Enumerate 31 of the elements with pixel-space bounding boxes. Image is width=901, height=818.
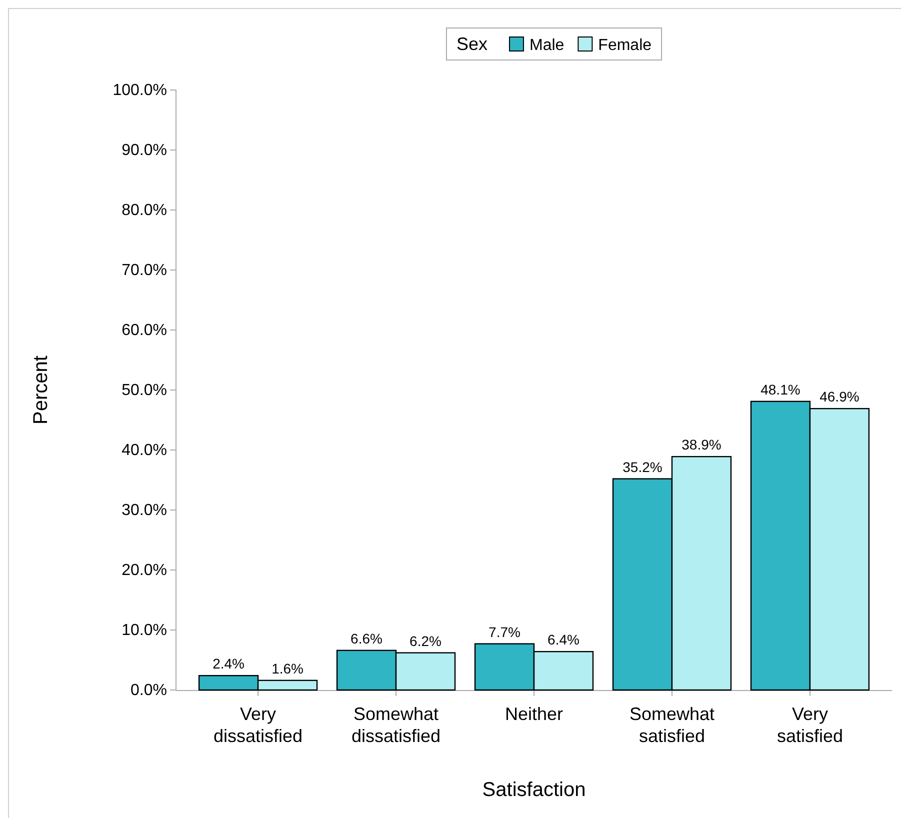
- legend-title: Sex: [456, 34, 488, 54]
- data-label: 6.2%: [410, 632, 442, 649]
- y-tick-label: 90.0%: [122, 142, 167, 160]
- data-label: 2.4%: [212, 656, 244, 672]
- data-label: 1.6%: [272, 660, 304, 676]
- x-axis-title: Satisfaction: [482, 779, 586, 801]
- y-tick-label: 50.0%: [122, 382, 167, 400]
- data-label: 6.4%: [548, 632, 580, 648]
- x-tick-label: Somewhat satisfied: [629, 704, 715, 746]
- y-tick-label: 80.0%: [122, 202, 167, 220]
- legend-label: Male: [529, 37, 564, 54]
- x-tick-label: Neither: [504, 704, 564, 724]
- y-tick-label: 30.0%: [122, 502, 167, 520]
- y-tick-label: 10.0%: [122, 622, 167, 640]
- data-label: 38.9%: [682, 436, 722, 453]
- y-axis-title: Percent: [30, 355, 52, 424]
- y-tick-label: 60.0%: [122, 322, 167, 340]
- y-tick-label: 0.0%: [130, 682, 167, 700]
- y-tick-label: 40.0%: [122, 442, 167, 460]
- legend-label: Female: [598, 37, 652, 54]
- y-tick-label: 20.0%: [122, 562, 167, 580]
- x-tick-label: Somewhat dissatisfied: [351, 704, 441, 746]
- data-label: 6.6%: [350, 630, 382, 646]
- x-tick-label: Very satisfied: [776, 704, 843, 746]
- data-label: 46.9%: [820, 388, 860, 405]
- x-tick-label: Very dissatisfied: [214, 704, 303, 746]
- y-tick-label: 70.0%: [122, 262, 167, 280]
- y-tick-label: 100.0%: [112, 82, 167, 100]
- data-label: 35.2%: [622, 458, 662, 475]
- data-label: 48.1%: [760, 381, 800, 398]
- data-label: 7.7%: [488, 624, 520, 640]
